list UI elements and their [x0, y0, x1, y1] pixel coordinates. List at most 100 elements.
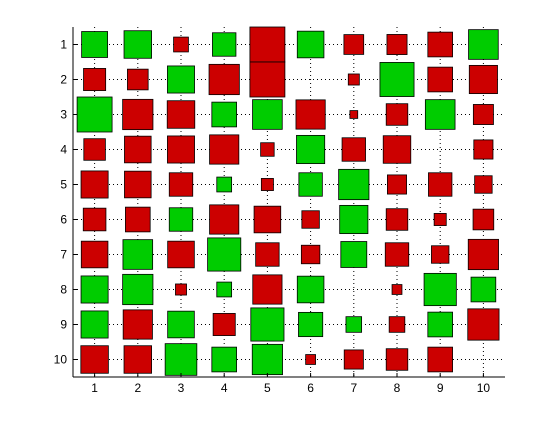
hinton-box-r6-c10 — [472, 208, 495, 231]
hinton-box-r5-c4 — [216, 176, 233, 193]
hinton-box-r5-c9 — [428, 172, 453, 197]
x-tick-label: 1 — [91, 381, 98, 395]
hinton-box-r1-c1 — [81, 31, 108, 58]
y-tick-label: 2 — [60, 73, 67, 87]
hinton-box-r7-c2 — [122, 239, 154, 270]
hinton-box-r4-c6 — [296, 134, 326, 165]
hinton-box-r3-c3 — [166, 100, 196, 129]
hinton-box-r5-c1 — [80, 170, 109, 199]
y-tick-label: 6 — [60, 213, 67, 227]
hinton-box-r9-c5 — [250, 307, 285, 342]
hinton-box-r6-c7 — [339, 204, 369, 235]
x-tick-label: 5 — [264, 381, 271, 395]
hinton-box-r9-c1 — [80, 310, 109, 339]
hinton-box-r3-c10 — [472, 104, 494, 125]
hinton-box-r7-c8 — [384, 242, 410, 267]
hinton-box-r7-c6 — [300, 244, 321, 265]
hinton-box-r4-c4 — [209, 134, 240, 165]
hinton-box-r4-c2 — [124, 135, 152, 164]
hinton-box-r4-c10 — [473, 139, 494, 160]
hinton-box-r7-c9 — [431, 245, 450, 264]
y-tick-label: 1 — [60, 38, 67, 52]
hinton-box-r1-c2 — [123, 30, 152, 59]
x-tick-label: 4 — [221, 381, 228, 395]
hinton-box-r3-c4 — [211, 101, 237, 128]
hinton-box-r9-c10 — [467, 308, 500, 341]
hinton-box-r6-c8 — [385, 208, 409, 231]
hinton-box-r8-c6 — [296, 275, 325, 304]
x-tick-label: 7 — [350, 381, 357, 395]
hinton-box-r2-c7 — [347, 73, 360, 86]
hinton-box-r3-c5 — [252, 99, 283, 130]
hinton-box-r3-c9 — [424, 99, 456, 130]
hinton-box-r3-c7 — [349, 110, 359, 119]
hinton-box-r1-c10 — [468, 29, 499, 60]
y-tick-label: 8 — [60, 283, 67, 297]
hinton-box-r1-c5 — [249, 26, 286, 63]
axes: 1 2 3 4 5 6 7 8 9 10 1 2 3 4 5 6 7 8 9 10 — [54, 27, 505, 395]
hinton-box-r6-c6 — [301, 210, 320, 229]
y-tick-label: 5 — [60, 178, 67, 192]
hinton-box-r1-c4 — [212, 32, 237, 57]
hinton-box-r7-c3 — [167, 240, 195, 269]
hinton-box-r1-c8 — [386, 34, 408, 55]
hinton-box-r10-c8 — [385, 348, 409, 371]
hinton-box-r9-c3 — [167, 310, 195, 339]
hinton-box-r10-c2 — [123, 345, 152, 374]
hinton-box-r2-c4 — [208, 63, 240, 96]
hinton-box-r4-c1 — [83, 138, 106, 161]
hinton-box-r2-c8 — [379, 62, 415, 97]
hinton-box-r8-c5 — [252, 274, 283, 305]
hinton-box-r5-c2 — [124, 170, 152, 199]
hinton-box-r10-c3 — [164, 343, 198, 376]
hinton-box-r10-c9 — [427, 346, 453, 373]
x-tick-label: 10 — [477, 381, 491, 395]
hinton-box-r1-c7 — [343, 34, 365, 55]
hinton-box-r3-c2 — [122, 98, 154, 131]
hinton-box-r9-c9 — [427, 311, 453, 338]
y-tick-label: 4 — [60, 143, 67, 157]
hinton-box-r5-c3 — [168, 172, 194, 197]
hinton-box-r4-c8 — [382, 135, 412, 164]
hinton-box-r2-c9 — [427, 66, 453, 93]
hinton-box-r4-c7 — [341, 137, 366, 162]
hinton-box-r8-c2 — [122, 273, 154, 306]
hinton-box-r5-c5 — [260, 178, 274, 191]
y-tick-label: 3 — [60, 108, 67, 122]
x-tick-label: 9 — [437, 381, 444, 395]
hinton-box-r8-c10 — [470, 276, 497, 303]
hinton-box-r6-c5 — [253, 205, 282, 234]
hinton-box-r1-c3 — [173, 36, 189, 53]
hinton-box-r10-c1 — [80, 345, 109, 374]
y-tick-label: 7 — [60, 248, 67, 262]
hinton-box-r8-c1 — [80, 275, 109, 304]
hinton-box-r2-c5 — [249, 61, 286, 98]
hinton-box-r2-c3 — [167, 65, 195, 94]
hinton-box-r10-c5 — [251, 343, 283, 376]
hinton-box-r6-c1 — [82, 207, 107, 232]
hinton-box-r4-c3 — [167, 135, 195, 164]
hinton-box-r5-c10 — [474, 175, 493, 194]
hinton-box-r5-c6 — [298, 172, 323, 197]
hinton-box-r9-c2 — [122, 309, 153, 340]
hinton-box-r9-c6 — [298, 311, 324, 338]
hinton-box-r8-c4 — [216, 281, 233, 298]
hinton-box-r3-c6 — [295, 99, 326, 130]
hinton-box-r7-c7 — [340, 241, 368, 268]
hinton-box-r6-c9 — [433, 213, 447, 226]
hinton-box-r8-c8 — [391, 284, 403, 295]
y-tick-label: 10 — [54, 353, 68, 367]
hinton-box-r5-c8 — [387, 174, 407, 195]
hinton-box-r5-c7 — [338, 168, 370, 201]
hinton-box-r3-c1 — [76, 96, 113, 133]
hinton-box-r10-c6 — [305, 354, 316, 365]
x-tick-label: 3 — [178, 381, 185, 395]
hinton-box-r10-c4 — [211, 346, 237, 373]
hinton-box-r9-c7 — [345, 316, 363, 333]
hinton-box-r3-c8 — [385, 103, 409, 126]
hinton-box-r7-c4 — [207, 237, 242, 272]
hinton-box-r9-c8 — [388, 316, 406, 333]
y-tick-label: 9 — [60, 318, 67, 332]
